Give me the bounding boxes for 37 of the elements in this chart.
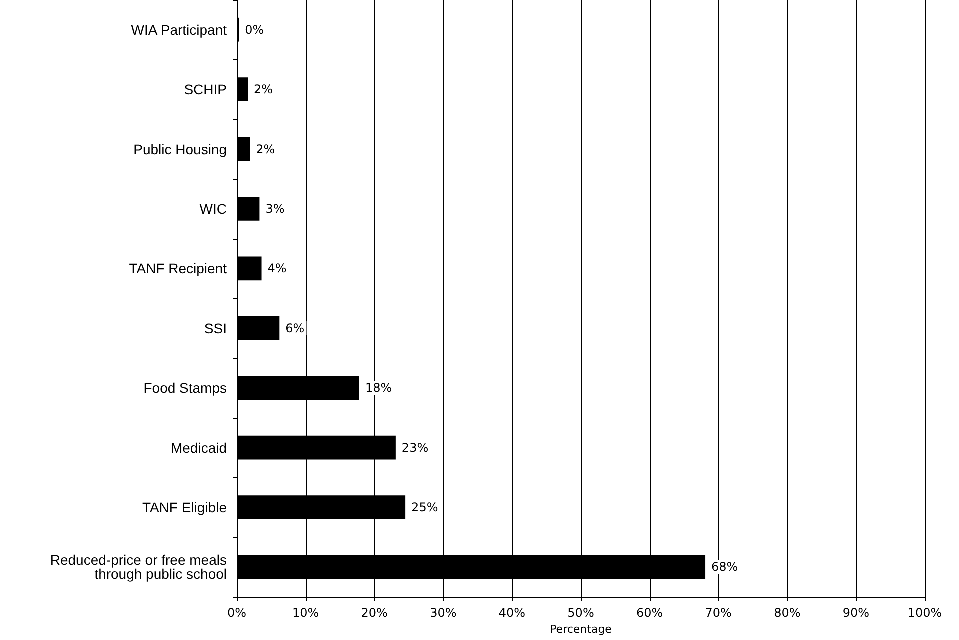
data-label: 6%: [286, 321, 305, 336]
data-label: 23%: [402, 440, 429, 455]
bar: [237, 137, 250, 162]
data-label: 2%: [256, 142, 276, 156]
y-tick-label: Medicaid: [170, 440, 227, 456]
data-label: 0%: [245, 22, 264, 37]
y-tick-label: SSI: [204, 320, 227, 336]
x-tick-label: 90%: [842, 606, 870, 620]
bar: [237, 316, 280, 340]
x-tick-label: 100%: [908, 606, 942, 620]
x-tick-label: 60%: [636, 606, 664, 620]
data-label: 4%: [268, 262, 287, 276]
y-tick-label: TANF Recipient: [129, 260, 228, 277]
data-label: 18%: [365, 381, 392, 396]
y-tick-label: Public Housing: [134, 141, 227, 158]
bar: [237, 197, 260, 221]
x-tick-label: 0%: [227, 606, 247, 620]
bar: [237, 78, 248, 102]
x-tick-label: 40%: [498, 606, 526, 620]
data-label: 25%: [412, 500, 438, 515]
x-tick-label: 50%: [568, 606, 594, 620]
y-tick-label: Food Stamps: [144, 380, 227, 396]
y-tick-label: WIC: [200, 200, 227, 217]
x-tick-label: 30%: [430, 606, 457, 620]
y-tick-label: Reduced-price or free meals through public school: [50, 552, 227, 582]
bar: [237, 256, 262, 281]
data-label: 68%: [712, 560, 738, 574]
x-tick-label: 20%: [361, 606, 388, 620]
y-tick-label: TANF Eligible: [142, 500, 228, 516]
x-tick-label: 70%: [705, 606, 732, 620]
y-tick-label: WIA Participant: [131, 22, 228, 38]
data-label: 2%: [254, 82, 274, 97]
x-axis-title: Percentage: [550, 623, 612, 636]
x-tick-label: 10%: [292, 606, 320, 620]
y-tick-label: SCHIP: [184, 82, 227, 98]
x-tick-label: 80%: [774, 606, 801, 620]
data-label: 3%: [266, 202, 285, 216]
